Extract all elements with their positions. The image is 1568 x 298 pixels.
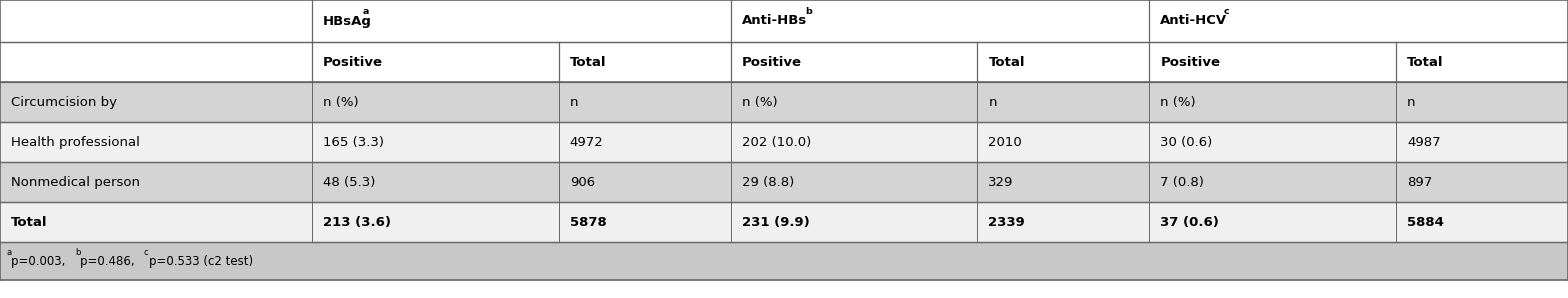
Text: 48 (5.3): 48 (5.3) [323, 176, 375, 189]
Bar [1149, 0, 1568, 42]
Text: a: a [362, 7, 368, 16]
Text: 30 (0.6): 30 (0.6) [1160, 136, 1212, 148]
Text: 29 (8.8): 29 (8.8) [742, 176, 793, 189]
Text: 4987: 4987 [1406, 136, 1441, 148]
Text: Total: Total [1406, 55, 1444, 69]
Text: c: c [144, 248, 149, 257]
Text: Circumcision by: Circumcision by [11, 95, 118, 108]
Text: n (%): n (%) [742, 95, 778, 108]
Text: p=0.486,: p=0.486, [80, 254, 138, 268]
Text: n (%): n (%) [1160, 95, 1196, 108]
Text: Total: Total [988, 55, 1025, 69]
Text: Total: Total [11, 215, 47, 229]
Text: p=0.003,: p=0.003, [11, 254, 69, 268]
Text: n (%): n (%) [323, 95, 359, 108]
Text: Total: Total [569, 55, 607, 69]
Text: Positive: Positive [742, 55, 801, 69]
Text: Positive: Positive [323, 55, 383, 69]
Bar [0, 242, 1568, 280]
Text: b: b [804, 7, 812, 16]
Text: 213 (3.6): 213 (3.6) [323, 215, 390, 229]
Text: Nonmedical person: Nonmedical person [11, 176, 140, 189]
Text: n: n [1406, 95, 1416, 108]
Text: 329: 329 [988, 176, 1014, 189]
Bar [0, 162, 1568, 202]
Text: 231 (9.9): 231 (9.9) [742, 215, 809, 229]
Text: n: n [988, 95, 997, 108]
Text: 4972: 4972 [569, 136, 604, 148]
Bar [0, 82, 1568, 122]
Text: c: c [1223, 7, 1229, 16]
Text: p=0.533 (c2 test): p=0.533 (c2 test) [149, 254, 252, 268]
Bar [0, 202, 1568, 242]
Text: 2010: 2010 [988, 136, 1022, 148]
Bar [0, 122, 1568, 162]
Text: 7 (0.8): 7 (0.8) [1160, 176, 1204, 189]
Bar [731, 0, 1149, 42]
Text: 897: 897 [1406, 176, 1432, 189]
Bar [0, 42, 1568, 82]
Text: Health professional: Health professional [11, 136, 140, 148]
Text: 5884: 5884 [1406, 215, 1444, 229]
Bar [312, 0, 731, 42]
Text: a: a [6, 248, 11, 257]
Text: 2339: 2339 [988, 215, 1025, 229]
Text: 202 (10.0): 202 (10.0) [742, 136, 811, 148]
Text: 906: 906 [569, 176, 594, 189]
Text: Anti-HBs: Anti-HBs [742, 15, 808, 27]
Bar [0, 0, 312, 42]
Text: Anti-HCV: Anti-HCV [1160, 15, 1228, 27]
Text: 37 (0.6): 37 (0.6) [1160, 215, 1220, 229]
Text: HBsAg: HBsAg [323, 15, 372, 27]
Text: n: n [569, 95, 579, 108]
Text: 165 (3.3): 165 (3.3) [323, 136, 384, 148]
Text: b: b [75, 248, 80, 257]
Text: Positive: Positive [1160, 55, 1220, 69]
Text: 5878: 5878 [569, 215, 607, 229]
